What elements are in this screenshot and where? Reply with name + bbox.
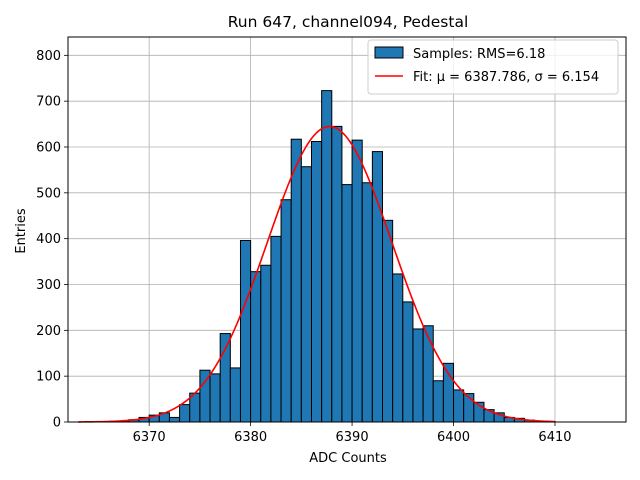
x-tick-label: 6370: [133, 430, 166, 445]
y-tick-label: 400: [36, 232, 61, 247]
histogram-bar: [310, 141, 323, 423]
y-tick-label: 100: [36, 370, 61, 385]
histogram-bar: [331, 125, 343, 423]
legend: Samples: RMS=6.18 Fit: μ = 6387.786, σ =…: [367, 39, 619, 95]
legend-label-fit: Fit: μ = 6387.786, σ = 6.154: [413, 70, 599, 85]
legend-label-samples: Samples: RMS=6.18: [413, 47, 545, 62]
histogram-bar: [280, 199, 292, 423]
histogram-bar: [290, 138, 302, 423]
histogram-bar: [341, 184, 353, 423]
histogram-bar: [239, 240, 252, 423]
histogram-bar: [432, 380, 444, 423]
histogram-bar: [179, 404, 191, 423]
x-tick-label: 6390: [336, 430, 369, 445]
y-axis-ticks: 0 100 200 300 400 500 600 700 800: [36, 49, 68, 431]
y-axis-label: Entries: [14, 208, 29, 254]
histogram-bar: [351, 139, 363, 423]
histogram-bar: [392, 273, 404, 423]
histogram-bar: [382, 219, 394, 423]
legend-box: [367, 39, 619, 95]
histogram-bar: [361, 182, 373, 423]
histogram-bar: [412, 328, 424, 423]
y-tick-label: 500: [36, 186, 61, 201]
plot-frame: [67, 36, 627, 423]
x-axis-ticks: 6370 6380 6390 6400 6410: [133, 422, 572, 445]
histogram-bar: [422, 325, 434, 423]
histogram-bar: [219, 333, 231, 423]
histogram-bar: [168, 416, 181, 423]
histogram-bar: [321, 90, 333, 423]
histogram-bar: [260, 264, 272, 423]
y-tick-label: 200: [36, 324, 61, 339]
gaussian-fit-curve: [78, 125, 556, 423]
legend-swatch-samples: [374, 46, 404, 59]
histogram-bar: [442, 362, 455, 423]
x-tick-label: 6400: [437, 430, 470, 445]
chart-title: Run 647, channel094, Pedestal: [228, 13, 469, 31]
histogram-bar: [250, 271, 262, 423]
x-tick-label: 6410: [538, 430, 571, 445]
y-tick-label: 700: [36, 95, 61, 110]
y-tick-label: 600: [36, 141, 61, 156]
y-tick-label: 0: [53, 416, 61, 431]
y-tick-label: 300: [36, 278, 61, 293]
y-tick-label: 800: [36, 49, 61, 64]
histogram-bar: [402, 301, 414, 423]
histogram-bar: [209, 373, 221, 423]
histogram-bar: [270, 235, 282, 423]
histogram-bar: [453, 389, 465, 423]
histogram-bar: [300, 166, 312, 423]
histogram-bar: [229, 367, 241, 423]
x-axis-label: ADC Counts: [309, 451, 387, 466]
x-tick-label: 6380: [234, 430, 267, 445]
